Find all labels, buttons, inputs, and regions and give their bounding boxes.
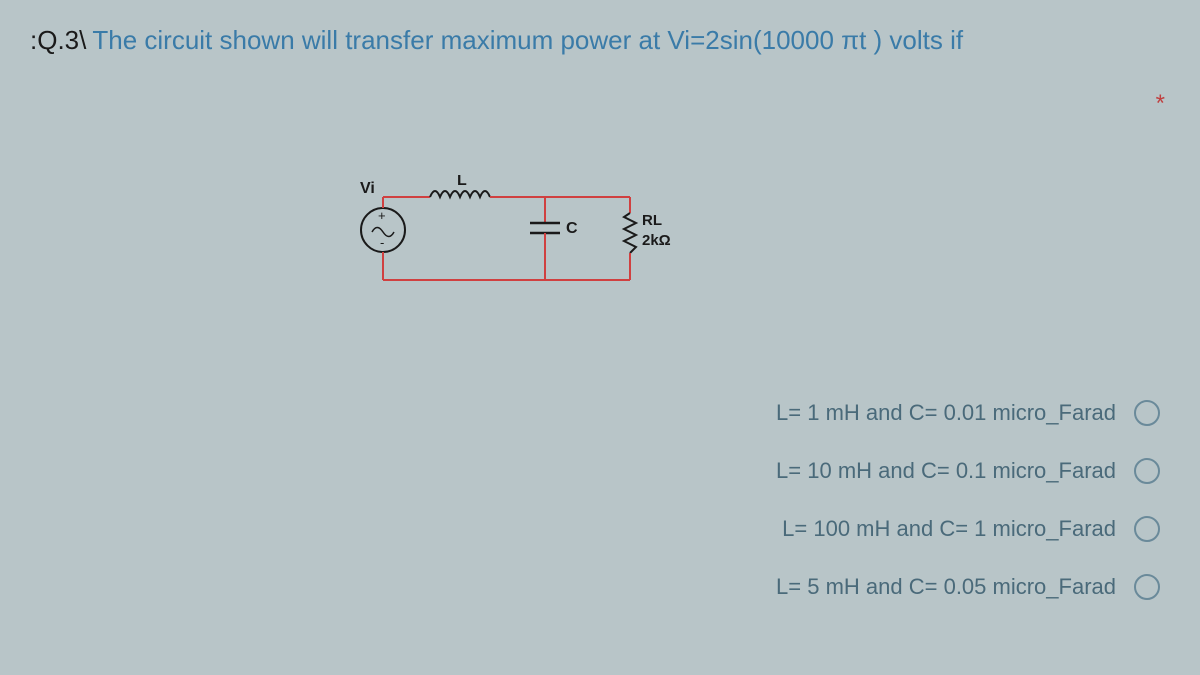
vi-label: Vi xyxy=(360,180,375,197)
option-text: L= 100 mH and C= 1 micro_Farad xyxy=(782,516,1116,542)
resistor-icon xyxy=(624,213,636,253)
option-row[interactable]: L= 1 mH and C= 0.01 micro_Farad xyxy=(776,400,1160,426)
radio-icon[interactable] xyxy=(1134,516,1160,542)
option-row[interactable]: L= 100 mH and C= 1 micro_Farad xyxy=(782,516,1160,542)
svg-text:+: + xyxy=(378,208,386,223)
option-text: L= 1 mH and C= 0.01 micro_Farad xyxy=(776,400,1116,426)
inductor-icon xyxy=(430,191,490,197)
option-text: L= 5 mH and C= 0.05 micro_Farad xyxy=(776,574,1116,600)
option-row[interactable]: L= 5 mH and C= 0.05 micro_Farad xyxy=(776,574,1160,600)
question-header: :Q.3\ The circuit shown will transfer ma… xyxy=(30,25,1170,56)
question-number: :Q.3\ xyxy=(30,25,86,56)
option-row[interactable]: L= 10 mH and C= 0.1 micro_Farad xyxy=(776,458,1160,484)
rl-value-label: 2kΩ xyxy=(642,232,671,249)
option-text: L= 10 mH and C= 0.1 micro_Farad xyxy=(776,458,1116,484)
radio-icon[interactable] xyxy=(1134,458,1160,484)
question-text: The circuit shown will transfer maximum … xyxy=(92,25,963,56)
radio-icon[interactable] xyxy=(1134,574,1160,600)
c-label: C xyxy=(566,220,578,237)
l-label: L xyxy=(457,175,467,189)
svg-text:-: - xyxy=(380,235,384,250)
rl-label: RL xyxy=(642,212,662,229)
options-list: L= 1 mH and C= 0.01 micro_Farad L= 10 mH… xyxy=(776,400,1160,600)
required-asterisk: * xyxy=(1156,90,1165,118)
circuit-diagram: Vi L + - C xyxy=(330,175,730,305)
radio-icon[interactable] xyxy=(1134,400,1160,426)
circuit-svg: Vi L + - C xyxy=(330,175,730,305)
